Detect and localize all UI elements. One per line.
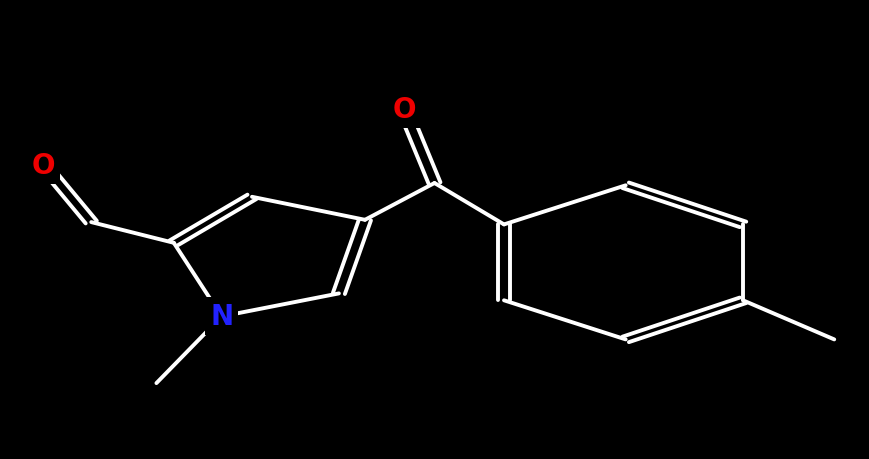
Text: O: O — [392, 96, 416, 124]
Text: O: O — [31, 151, 56, 179]
Text: N: N — [210, 303, 233, 330]
